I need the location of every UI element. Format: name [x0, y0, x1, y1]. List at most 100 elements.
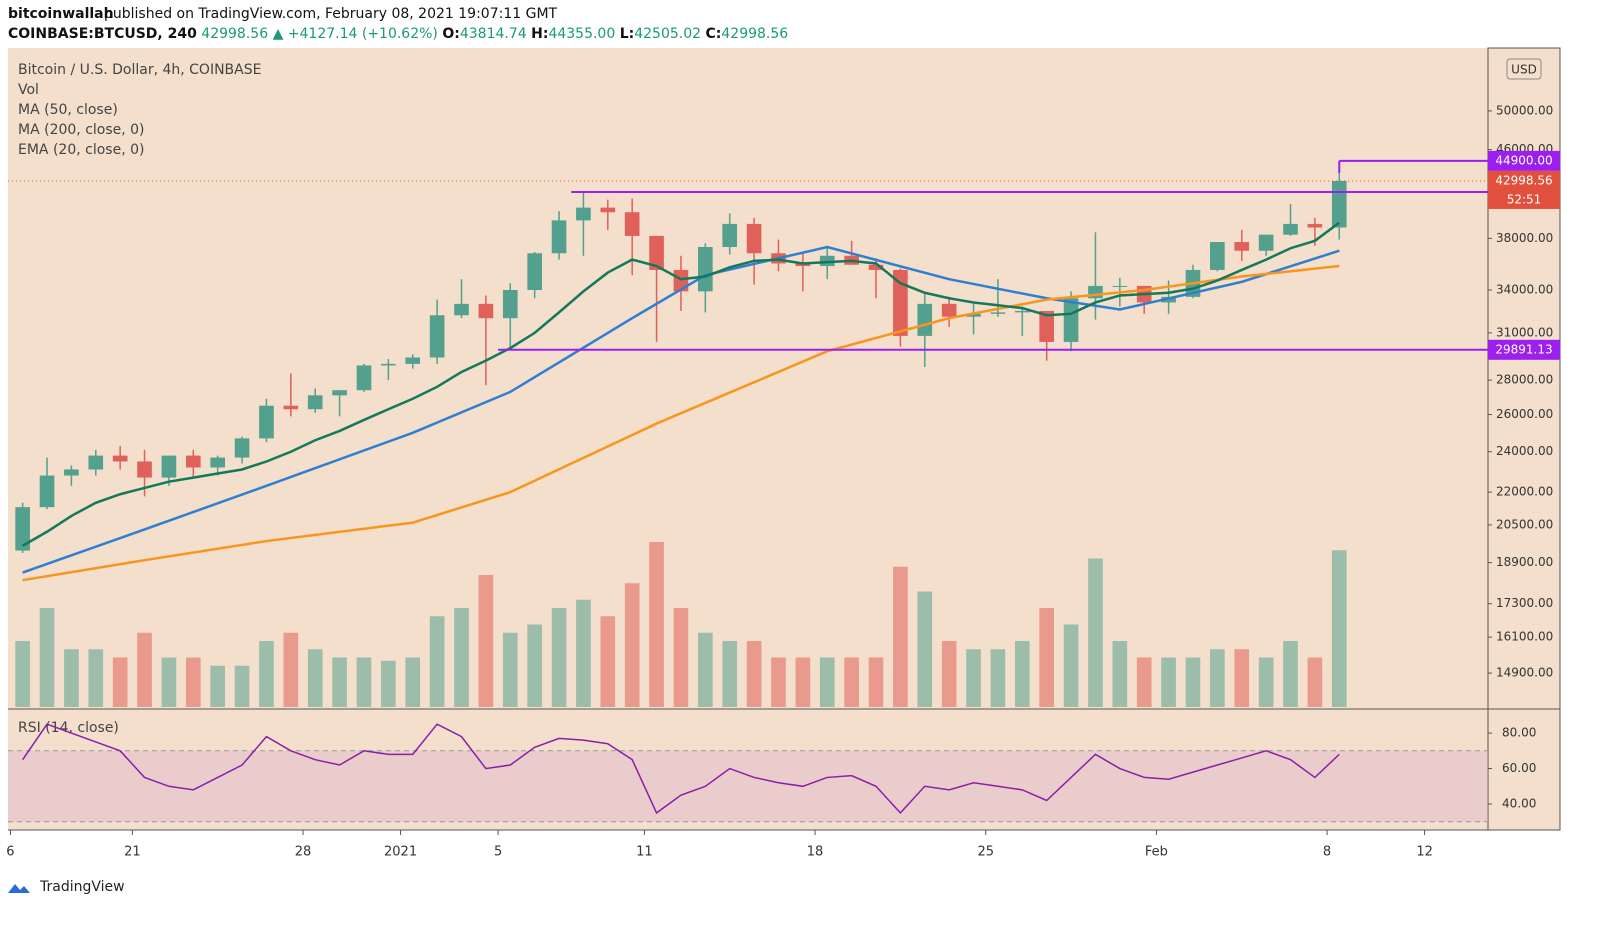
volume-bar: [698, 632, 713, 707]
candle-body: [478, 303, 494, 319]
volume-bar: [624, 583, 640, 707]
y-tick-label: 34000.00: [1496, 282, 1553, 296]
y-tick-label: 38000.00: [1496, 231, 1553, 245]
x-tick-label: 18: [807, 845, 824, 860]
candle-body: [795, 263, 811, 267]
candle-body: [283, 405, 299, 410]
volume-bar: [917, 591, 933, 707]
countdown: 52:51: [1507, 192, 1542, 206]
volume-bar: [1088, 558, 1103, 707]
candle-body: [185, 455, 201, 468]
y-tick-label: 26000.00: [1496, 407, 1553, 421]
candle-body: [234, 438, 250, 458]
candle-body: [649, 235, 664, 270]
footer-logo: [8, 884, 30, 893]
high-label: H:: [531, 26, 548, 42]
candle-body: [454, 303, 469, 316]
candle-body: [15, 507, 30, 551]
volume-bar: [381, 660, 396, 707]
currency[interactable]: USD: [1511, 63, 1537, 77]
volume-bar: [941, 641, 957, 707]
volume-bar: [966, 649, 981, 707]
y-tick-label: 31000.00: [1496, 325, 1553, 339]
volume-bar: [185, 657, 201, 707]
rsi-tick-label: 80.00: [1502, 726, 1536, 740]
x-tick-label: 6: [6, 845, 14, 860]
high: 44355.00: [548, 26, 615, 42]
volume-bar: [600, 616, 616, 707]
candle-body: [1014, 310, 1030, 313]
y-tick-label: 14900.00: [1496, 666, 1553, 680]
ma-line: [22, 264, 1340, 582]
candle-body: [893, 269, 908, 336]
volume-bar: [1063, 624, 1079, 707]
volume-bar: [649, 542, 664, 707]
last-price-tag: [1488, 170, 1560, 209]
y-tick-label: 28000.00: [1496, 373, 1553, 387]
x-tick-label: 11: [636, 845, 653, 860]
volume-bar: [283, 632, 299, 707]
volume-bar: [137, 632, 152, 707]
candle-body: [381, 363, 396, 366]
candle-body: [624, 212, 640, 236]
volume-bar: [1331, 550, 1347, 707]
ma-line: [22, 221, 1341, 547]
candle-body: [307, 395, 323, 410]
footer-brand: TradingView: [39, 879, 125, 895]
last-price-label: 42998.56: [1495, 173, 1552, 187]
volume-bar: [307, 649, 323, 707]
rsi-band: [8, 750, 1488, 822]
candle-body: [917, 303, 933, 336]
volume-bar: [746, 641, 762, 707]
volume-bar: [502, 632, 518, 707]
candle-body: [698, 246, 713, 292]
volume-bar: [893, 566, 908, 707]
candle-body: [551, 220, 567, 254]
published: published on TradingView.com, February 0…: [104, 6, 558, 22]
candle-body: [356, 365, 372, 391]
x-tick-label: 21: [124, 845, 141, 860]
volume-legend: Vol: [18, 82, 39, 98]
candle-body: [112, 455, 128, 462]
close-label: C:: [706, 26, 722, 42]
volume-bar: [795, 657, 811, 707]
y-tick-label: 17300.00: [1496, 596, 1553, 610]
symbol-line: COINBASE:BTCUSD, 240 42998.56 ▲ +4127.14…: [8, 26, 788, 42]
volume-bar: [1039, 608, 1054, 707]
volume-bar: [112, 657, 128, 707]
volume-bar: [405, 657, 421, 707]
candle-body: [210, 457, 226, 468]
candle-body: [1283, 223, 1298, 235]
level-tag-label: 44900.00: [1495, 153, 1552, 167]
volume-bar: [210, 665, 226, 707]
candle-body: [1331, 180, 1347, 228]
volume-bar: [429, 616, 445, 707]
volume-bar: [88, 649, 104, 707]
volume-bar: [1112, 641, 1128, 707]
volume-bar: [478, 575, 494, 707]
candle-body: [259, 405, 274, 439]
candle-body: [1258, 234, 1274, 251]
volume-bar: [819, 657, 835, 707]
x-tick-label: Feb: [1145, 845, 1168, 860]
volume-bar: [1210, 649, 1225, 707]
candle-body: [576, 207, 591, 221]
rsi-line: [22, 723, 1340, 815]
candle-body: [819, 255, 835, 267]
volume-bar: [844, 657, 859, 707]
volume-bar: [1185, 657, 1201, 707]
candle-body: [722, 223, 738, 247]
level-tag-label: 29891.13: [1495, 342, 1552, 356]
candle-body: [39, 475, 55, 508]
currency-box[interactable]: [1506, 58, 1542, 80]
volume-bar: [551, 608, 567, 707]
volume-bar: [1136, 657, 1152, 707]
candle-body: [1210, 242, 1225, 270]
volume-bar: [576, 599, 591, 707]
volume-bar: [673, 608, 689, 707]
y-tick-label: 50000.00: [1496, 103, 1553, 117]
rsi-tick-label: 60.00: [1502, 761, 1536, 775]
candle-body: [941, 303, 957, 317]
